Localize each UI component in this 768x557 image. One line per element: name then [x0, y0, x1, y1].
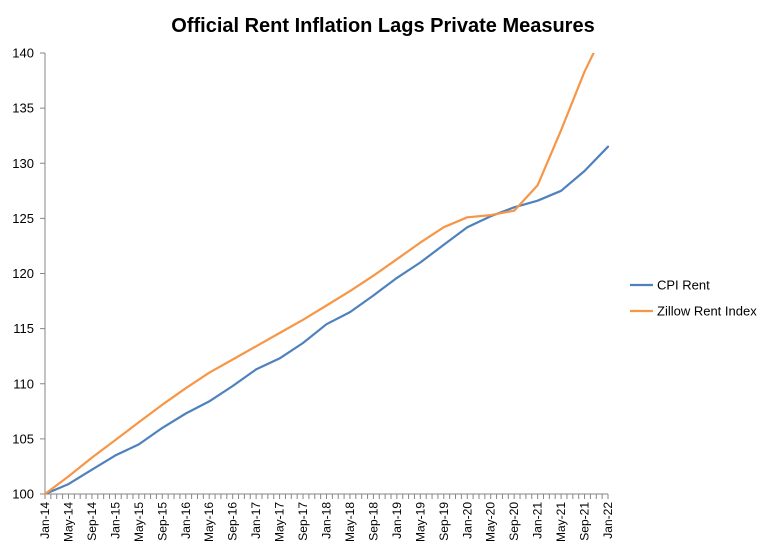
y-tick-label: 135: [12, 101, 34, 116]
x-tick-label: Jan-16: [179, 502, 193, 539]
y-tick-label: 100: [12, 487, 34, 502]
x-tick-label: Sep-18: [366, 502, 380, 541]
y-axis-ticks: 100 105 110 115 120 125 130 135 140: [12, 46, 45, 502]
x-tick-label: Sep-16: [226, 502, 240, 541]
x-tick-label: Sep-19: [437, 502, 451, 541]
x-tick-label: Jan-22: [601, 502, 615, 539]
x-tick-label: Jan-19: [390, 502, 404, 539]
x-tick-label: Jan-18: [320, 502, 334, 539]
y-tick-label: 140: [12, 46, 34, 61]
axes: [44, 53, 608, 495]
y-tick-label: 120: [12, 266, 34, 281]
series-line-0: [43, 145, 610, 496]
x-tick-label: Sep-14: [85, 502, 99, 541]
x-tick-label: Jan-20: [460, 502, 474, 539]
legend-label-0: CPI Rent: [657, 278, 710, 293]
x-axis-ticks: Jan-14 May-14 Sep-14 Jan-15 May-15 Sep-15 Jan-…: [38, 494, 615, 542]
legend: CPI Rent Zillow Rent Index: [630, 278, 757, 319]
x-tick-label: Jan-17: [249, 502, 263, 539]
x-tick-label: Sep-21: [578, 502, 592, 541]
y-tick-label: 110: [13, 376, 34, 391]
x-tick-label: May-20: [484, 502, 498, 542]
series-lines: [43, 53, 610, 496]
x-tick-label: May-16: [202, 502, 216, 542]
chart-title: Official Rent Inflation Lags Private Mea…: [171, 15, 594, 37]
x-tick-label: Sep-17: [296, 502, 310, 541]
x-tick-label: Jan-14: [38, 502, 52, 539]
x-tick-label: Jan-21: [531, 502, 545, 539]
x-tick-label: Sep-15: [155, 502, 169, 541]
x-tick-label: May-21: [554, 502, 568, 542]
x-tick-label: May-15: [132, 502, 146, 542]
y-tick-label: 130: [12, 156, 34, 171]
legend-label-1: Zillow Rent Index: [657, 304, 757, 319]
x-tick-label: Sep-20: [507, 502, 521, 541]
x-tick-label: Jan-15: [108, 502, 122, 539]
x-tick-label: May-18: [343, 502, 357, 542]
x-tick-label: May-14: [61, 502, 75, 542]
y-tick-label: 105: [12, 431, 34, 446]
y-tick-label: 125: [12, 211, 34, 226]
x-tick-label: May-17: [273, 502, 287, 542]
y-tick-label: 115: [13, 321, 34, 336]
series-line-1: [43, 53, 595, 496]
x-tick-label: May-19: [413, 502, 427, 542]
